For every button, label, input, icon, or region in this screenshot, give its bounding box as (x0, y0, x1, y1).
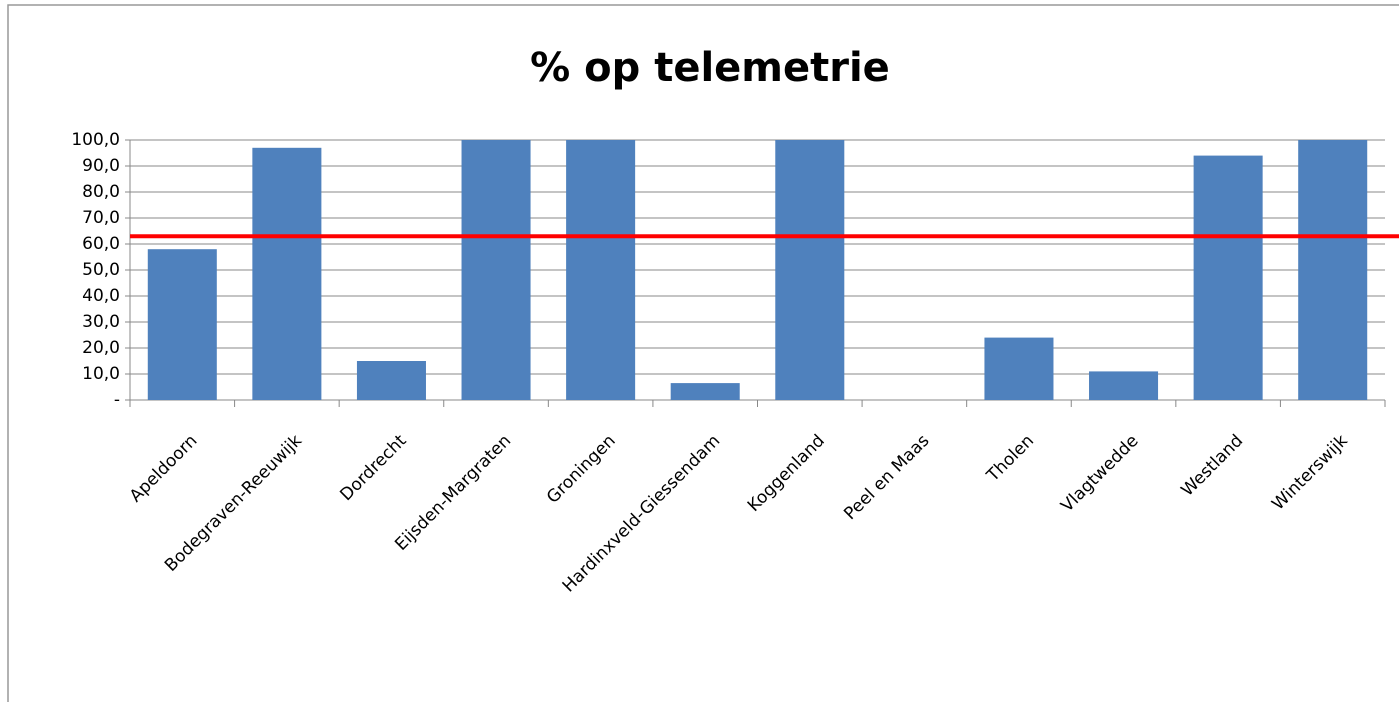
bar (984, 337, 1054, 400)
bar (670, 383, 740, 400)
y-tick-label: 90,0 (82, 156, 120, 176)
bar (356, 361, 426, 400)
bar (147, 249, 217, 400)
y-tick-label: 50,0 (82, 260, 120, 280)
bar (461, 140, 531, 400)
y-tick-label: 20,0 (82, 338, 120, 358)
chart-frame (7, 4, 1399, 706)
y-tick-label: 70,0 (82, 208, 120, 228)
y-tick-label: 100,0 (71, 130, 120, 150)
y-tick-label: 40,0 (82, 286, 120, 306)
bar (1193, 155, 1263, 400)
bar (1298, 140, 1368, 400)
chart-title: % op telemetrie (530, 45, 890, 91)
bar (775, 140, 845, 400)
bar (1089, 371, 1159, 400)
bar (566, 140, 636, 400)
bar (252, 147, 322, 400)
y-tick-label: 60,0 (82, 234, 120, 254)
y-tick-label: 10,0 (82, 364, 120, 384)
y-tick-label: 30,0 (82, 312, 120, 332)
y-tick-label: - (114, 390, 120, 410)
y-tick-label: 80,0 (82, 182, 120, 202)
